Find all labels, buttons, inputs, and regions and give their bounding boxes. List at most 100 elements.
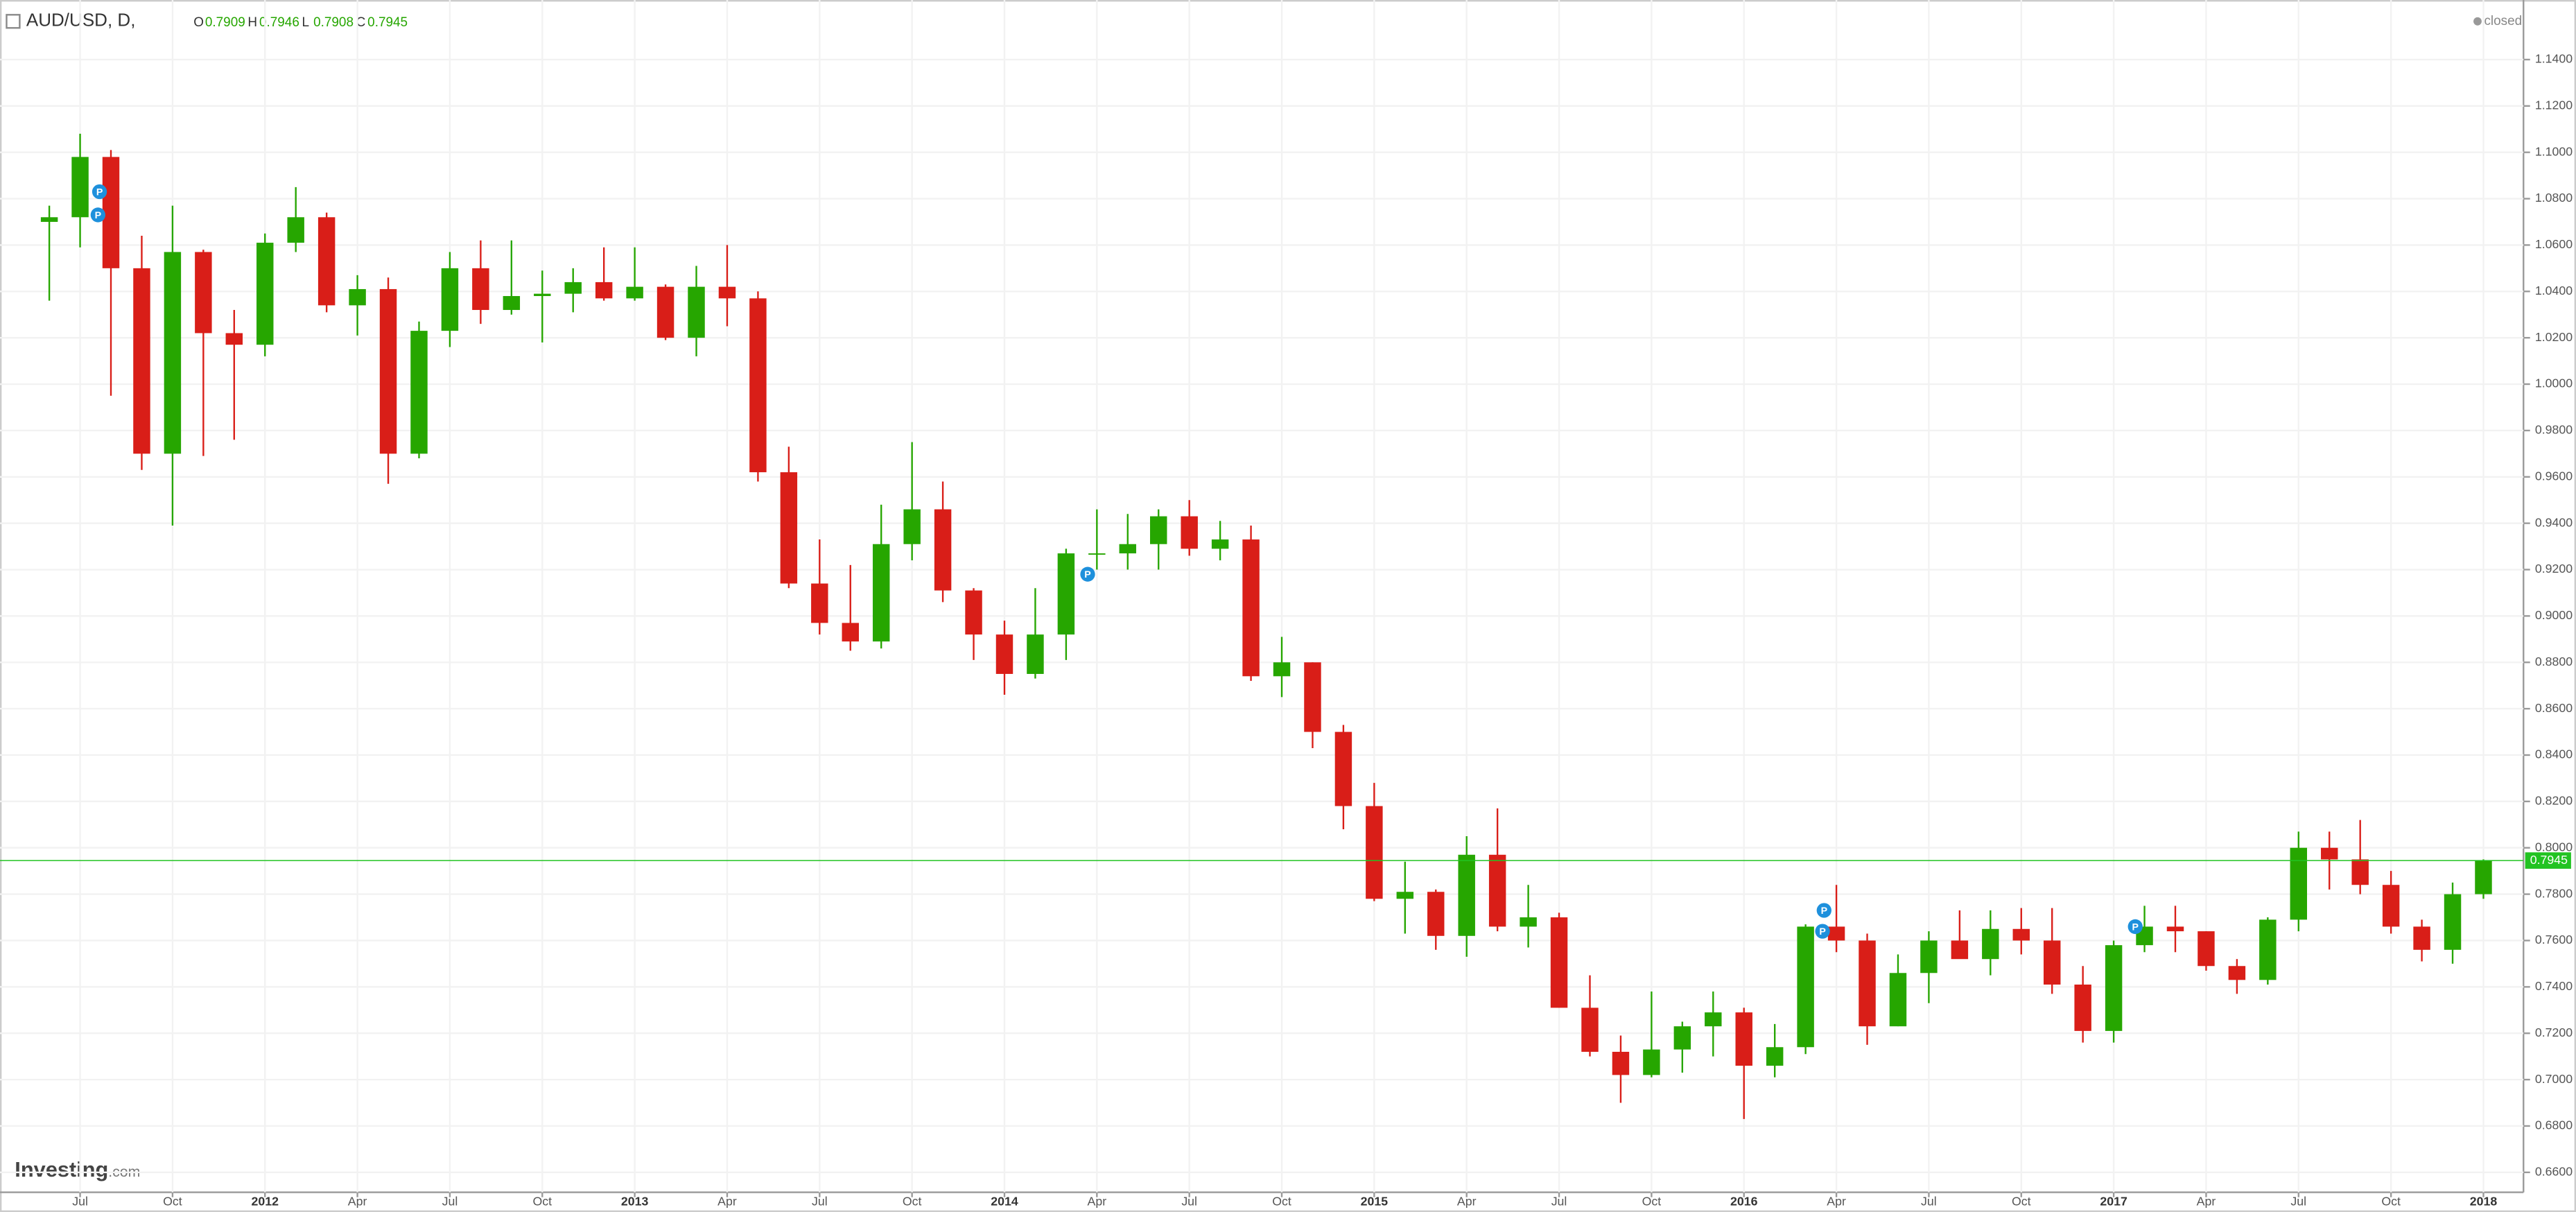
candle-body — [1951, 940, 1969, 960]
event-marker-label: P — [1084, 569, 1090, 580]
candle-body — [472, 268, 489, 311]
x-tick-label: Oct — [532, 1194, 552, 1208]
candle-body — [1027, 634, 1044, 674]
candle-body — [656, 286, 675, 338]
event-marker — [90, 207, 105, 223]
candle-body — [317, 217, 336, 306]
logo: Investing — [15, 1157, 108, 1181]
event-marker-label: P — [2132, 921, 2138, 933]
x-tick-label: Apr — [1827, 1194, 1846, 1208]
candle-body — [2413, 926, 2430, 950]
y-tick-label: 0.9000 — [2535, 608, 2573, 622]
y-tick-label: 1.0000 — [2535, 376, 2573, 390]
candle-body — [1334, 731, 1352, 806]
x-tick-label: Oct — [2381, 1194, 2401, 1208]
candle-body — [1643, 1049, 1660, 1075]
x-tick-label: 2015 — [1361, 1194, 1389, 1208]
x-tick-label: Jul — [442, 1194, 458, 1208]
candle-body — [2290, 847, 2308, 920]
candle-body — [1304, 662, 1321, 732]
candle-body — [626, 286, 643, 299]
y-tick-label: 0.7200 — [2535, 1025, 2573, 1039]
candle-body — [1889, 973, 1907, 1027]
x-tick-label: Jul — [1551, 1194, 1567, 1208]
candle-body — [2043, 940, 2061, 985]
market-status: closed — [2484, 14, 2522, 28]
x-tick-label: Apr — [2197, 1194, 2216, 1208]
y-tick-label: 0.6800 — [2535, 1118, 2573, 1132]
candle-body — [503, 295, 521, 311]
candle-body — [410, 331, 428, 454]
candle-body — [349, 288, 366, 306]
y-tick-label: 0.8200 — [2535, 794, 2573, 808]
candle-body — [1088, 553, 1106, 555]
x-tick-label: Oct — [1642, 1194, 1662, 1208]
legend-value: 0.7909 — [205, 15, 245, 30]
x-tick-label: 2018 — [2470, 1194, 2498, 1208]
x-tick-label: Oct — [1272, 1194, 1291, 1208]
y-tick-label: 1.0200 — [2535, 330, 2573, 344]
candle-body — [1982, 928, 1999, 960]
candle-body — [2166, 926, 2184, 932]
candle-body — [1119, 544, 1137, 554]
candle-body — [2198, 931, 2215, 967]
candle-body — [1612, 1051, 1630, 1075]
legend-label: C — [356, 15, 366, 30]
candle-body — [441, 268, 459, 331]
candle-body — [749, 298, 767, 473]
x-tick-label: Oct — [163, 1194, 182, 1208]
collapse-icon[interactable] — [6, 14, 21, 29]
x-tick-label: Apr — [348, 1194, 367, 1208]
candle-body — [1057, 553, 1075, 635]
candle-body — [811, 583, 828, 623]
candle-body — [718, 286, 736, 299]
legend-label: L — [302, 15, 310, 30]
x-tick-label: Jul — [72, 1194, 88, 1208]
candle-body — [71, 157, 89, 218]
candle-body — [195, 252, 212, 334]
x-tick-label: Oct — [2012, 1194, 2031, 1208]
y-tick-label: 0.6600 — [2535, 1165, 2573, 1179]
x-tick-label: 2012 — [252, 1194, 279, 1208]
candle-body — [872, 544, 890, 642]
x-tick-label: Apr — [1088, 1194, 1107, 1208]
candle-body — [287, 217, 304, 243]
candle-body — [688, 286, 705, 338]
candle-body — [1705, 1012, 1722, 1027]
candle-body — [2228, 966, 2246, 980]
event-marker-label: P — [96, 187, 103, 198]
candle-body — [1488, 854, 1506, 927]
candle-body — [1827, 926, 1845, 941]
candle-body — [1735, 1012, 1752, 1066]
candle-body — [2012, 928, 2030, 941]
y-tick-label: 1.0600 — [2535, 237, 2573, 251]
candle-body — [1520, 917, 1537, 927]
candle-body — [534, 293, 551, 296]
candle-body — [1766, 1047, 1784, 1066]
candle-body — [903, 509, 921, 544]
x-tick-label: Apr — [1457, 1194, 1477, 1208]
x-tick-label: Jul — [1921, 1194, 1937, 1208]
event-marker — [1816, 903, 1831, 918]
y-tick-label: 1.1400 — [2535, 52, 2573, 66]
candle-body — [164, 252, 182, 454]
event-marker-label: P — [1819, 926, 1825, 937]
x-tick-label: 2017 — [2100, 1194, 2127, 1208]
candle-body — [2074, 984, 2091, 1031]
y-tick-label: 0.8800 — [2535, 655, 2573, 668]
last-price-tag — [2525, 852, 2571, 869]
y-tick-label: 0.8400 — [2535, 747, 2573, 761]
candle-body — [595, 282, 613, 299]
candle-body — [379, 288, 397, 454]
y-tick-label: 0.7000 — [2535, 1072, 2573, 1086]
y-tick-label: 0.9800 — [2535, 423, 2573, 437]
candle-body — [1797, 926, 1814, 1048]
y-tick-label: 0.8600 — [2535, 701, 2573, 715]
event-marker — [1080, 566, 1095, 582]
candle-body — [1581, 1007, 1599, 1052]
y-tick-label: 1.0400 — [2535, 284, 2573, 297]
candle-body — [2382, 885, 2400, 927]
x-tick-label: Jul — [1181, 1194, 1197, 1208]
